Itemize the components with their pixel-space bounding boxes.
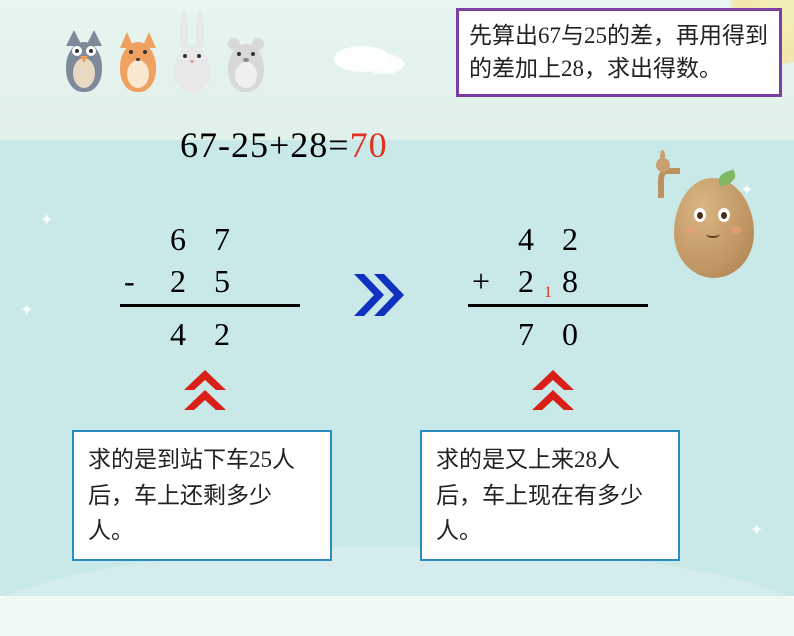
- calc-addition: 4 2 + 2 1 8 7 0: [468, 218, 648, 355]
- calc-digit: 4: [156, 316, 200, 353]
- arrow-up-icon: [180, 368, 230, 420]
- calc-digit: 8: [548, 263, 592, 300]
- calc-digit-val: 2: [518, 263, 534, 299]
- calc-digit: 2: [548, 221, 592, 258]
- fox-icon: [114, 2, 162, 92]
- explain-right-text: 求的是又上来28人后，车上现在有多少人。: [436, 447, 643, 543]
- calc-rule-line: [468, 304, 648, 307]
- instruction-box: 先算出67与25的差，再用得到的差加上28，求出得数。: [456, 8, 782, 97]
- bunny-icon: [168, 2, 216, 92]
- calc-digit: 2 1: [504, 263, 548, 300]
- snowflake-icon: ✦: [20, 300, 33, 320]
- calc-digit: 5: [200, 263, 244, 300]
- owl-icon: [60, 2, 108, 92]
- explain-box-right: 求的是又上来28人后，车上现在有多少人。: [420, 430, 680, 561]
- calc-op: +: [468, 263, 504, 300]
- calc-digit: 2: [156, 263, 200, 300]
- calc-digit: 7: [504, 316, 548, 353]
- explain-left-text: 求的是到站下车25人后，车上还剩多少人。: [88, 447, 295, 543]
- calc-digit: 6: [156, 221, 200, 258]
- main-equation: 67-25+28=70: [180, 124, 388, 166]
- snowflake-icon: ✦: [40, 210, 53, 230]
- calc-digit: 4: [504, 221, 548, 258]
- potato-character-icon: [656, 158, 766, 288]
- snowflake-icon: ✦: [750, 520, 763, 540]
- equation-expression: 67-25+28=: [180, 125, 350, 165]
- instruction-text: 先算出67与25的差，再用得到的差加上28，求出得数。: [469, 23, 768, 81]
- calc-rule-line: [120, 304, 300, 307]
- cloud-decor: [364, 54, 404, 74]
- calc-digit: 2: [200, 316, 244, 353]
- calc-digit: 0: [548, 316, 592, 353]
- arrow-up-icon: [528, 368, 578, 420]
- explain-box-left: 求的是到站下车25人后，车上还剩多少人。: [72, 430, 332, 561]
- equation-result: 70: [350, 125, 388, 165]
- animals-row: [60, 2, 270, 92]
- arrow-right-icon: [350, 270, 410, 320]
- calc-digit: 7: [200, 221, 244, 258]
- calc-subtraction: 6 7 - 2 5 4 2: [120, 218, 300, 355]
- bear-icon: [222, 2, 270, 92]
- calc-op: -: [120, 263, 156, 300]
